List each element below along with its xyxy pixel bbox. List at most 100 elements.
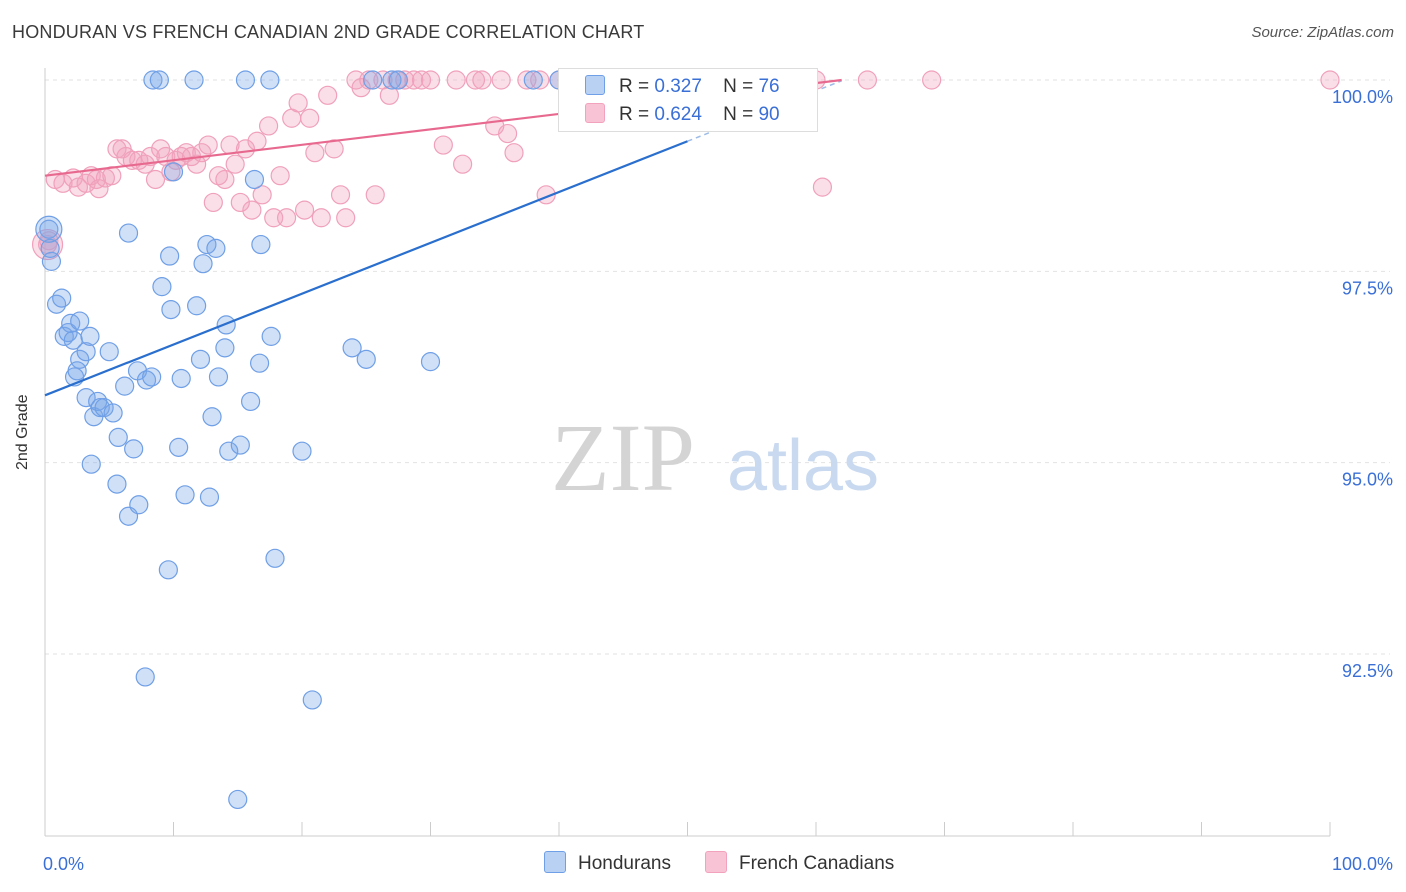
honduran-point (52, 288, 72, 308)
honduran-point (265, 548, 285, 568)
french-canadian-point (379, 85, 399, 105)
french-canadian-point (330, 185, 351, 205)
french-canadian-point (247, 131, 267, 151)
french-canadian-point (491, 70, 511, 90)
legend-r-label: R = (619, 76, 650, 97)
french-canadian-point (288, 93, 308, 113)
french-canadian-point (812, 177, 833, 197)
honduran-point (94, 397, 114, 418)
legend-label: Hondurans (578, 853, 671, 874)
legend-n-value: 76 (758, 76, 780, 97)
french-canadian-point (498, 123, 518, 144)
grid-lines (45, 79, 1390, 655)
honduran-point (35, 215, 63, 243)
french-canadian-point (1320, 70, 1340, 90)
french-canadian-point (465, 70, 486, 90)
french-canadian-point (404, 70, 424, 90)
honduran-point (169, 437, 189, 457)
honduran-point (107, 474, 127, 494)
honduran-point (136, 370, 157, 390)
honduran-point (67, 361, 87, 381)
legend-r-label: R = (619, 104, 650, 125)
watermark-atlas: atlas (727, 426, 879, 506)
honduran-point (152, 277, 172, 297)
legend-label: French Canadians (739, 853, 895, 874)
honduran-point (171, 368, 191, 389)
honduran-point (292, 441, 312, 461)
french-canadian-point (242, 200, 262, 220)
honduran-point (249, 353, 270, 373)
french-canadian-point (453, 154, 473, 174)
honduran-point (206, 238, 226, 258)
honduran-point (216, 315, 236, 335)
honduran-point (175, 485, 195, 505)
honduran-point (118, 223, 139, 243)
french-canadian-point (171, 146, 191, 167)
french-canadian-point (39, 231, 59, 251)
honduran-point (251, 234, 271, 255)
honduran-point (46, 294, 67, 314)
honduran-point (163, 162, 184, 182)
honduran-point (241, 391, 261, 412)
honduran-point (161, 300, 181, 320)
french-canadian-point (922, 70, 942, 90)
honduran-point (523, 70, 543, 90)
honduran-point (143, 70, 163, 90)
french-canadian-point (311, 208, 331, 228)
french-canadian-point (294, 200, 315, 220)
honduran-point (40, 238, 60, 258)
honduran-point (208, 367, 229, 387)
y-tick-label: 97.5% (1342, 278, 1393, 298)
honduran-point (363, 70, 383, 90)
honduran-point (199, 487, 220, 507)
honduran-point (76, 388, 96, 408)
french-canadian-point (198, 135, 218, 155)
french-canadians-swatch-icon (705, 851, 727, 873)
chart-title: HONDURAN VS FRENCH CANADIAN 2ND GRADE CO… (12, 22, 645, 42)
stats-legend: R = 0.327 N = 76 R = 0.624 N = 90 (558, 68, 818, 132)
french-canadian-point (365, 185, 385, 205)
french-canadian-point (351, 78, 371, 98)
axes (44, 68, 1331, 837)
legend-item-hondurans[interactable]: Hondurans (544, 851, 671, 875)
french-canadian-point (504, 143, 524, 163)
legend-n-value: 90 (758, 104, 780, 125)
y-tick-label: 95.0% (1342, 470, 1393, 490)
legend-r-value: 0.327 (654, 76, 702, 97)
honduran-point (142, 367, 162, 387)
honduran-point (420, 352, 441, 372)
honduran-point (135, 667, 155, 687)
french-canadian-point (300, 108, 320, 128)
french-canadian-point (235, 139, 256, 159)
french-canadian-point (145, 169, 166, 190)
honduran-point (158, 560, 178, 580)
honduran-point (81, 454, 101, 474)
honduran-point (124, 439, 144, 459)
honduran-point (99, 342, 119, 362)
honduran-point (388, 70, 408, 90)
honduran-point (193, 254, 213, 274)
french-canadian-point (857, 70, 878, 90)
honduran-point (149, 70, 169, 90)
watermark-zip: ZIP (551, 404, 695, 511)
hondurans-swatch-icon (544, 851, 566, 873)
french-canadian-point (270, 166, 290, 186)
tick-labels: 92.5% 95.0% 97.5% 100.0% 0.0% 100.0% (43, 87, 1393, 874)
honduran-point (219, 441, 239, 461)
x-tick-label: 100.0% (1332, 854, 1393, 874)
honduran-point (108, 427, 128, 448)
honduran-point (70, 311, 90, 331)
honduran-point (39, 219, 59, 239)
french-canadian-point (215, 169, 235, 190)
honduran-point (70, 349, 90, 369)
honduran-point (115, 376, 135, 396)
french-canadian-point (140, 146, 160, 167)
honduran-point (215, 338, 235, 358)
honduran-point (80, 326, 100, 346)
french-canadian-point (420, 70, 441, 90)
legend-item-french-canadians[interactable]: French Canadians (705, 851, 894, 875)
honduran-point (187, 296, 207, 316)
honduran-point (184, 70, 204, 90)
honduran-point (228, 789, 248, 810)
